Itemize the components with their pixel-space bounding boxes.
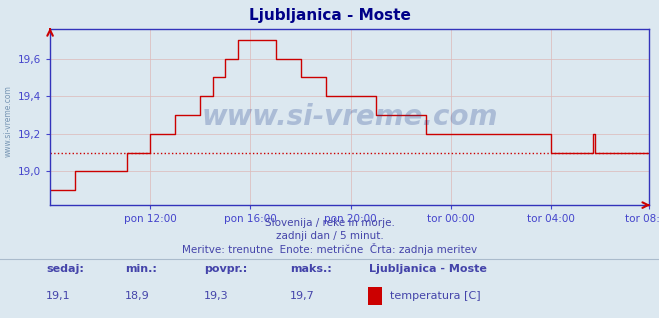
Text: povpr.:: povpr.: <box>204 264 248 274</box>
Text: zadnji dan / 5 minut.: zadnji dan / 5 minut. <box>275 231 384 240</box>
Text: Meritve: trenutne  Enote: metrične  Črta: zadnja meritev: Meritve: trenutne Enote: metrične Črta: … <box>182 243 477 255</box>
Text: maks.:: maks.: <box>290 264 331 274</box>
Text: www.si-vreme.com: www.si-vreme.com <box>3 85 13 157</box>
Text: temperatura [C]: temperatura [C] <box>390 291 481 301</box>
Text: Slovenija / reke in morje.: Slovenija / reke in morje. <box>264 218 395 228</box>
Text: Ljubljanica - Moste: Ljubljanica - Moste <box>369 264 487 274</box>
Text: min.:: min.: <box>125 264 157 274</box>
Text: sedaj:: sedaj: <box>46 264 84 274</box>
Text: 18,9: 18,9 <box>125 291 150 301</box>
Text: 19,7: 19,7 <box>290 291 315 301</box>
Text: 19,1: 19,1 <box>46 291 71 301</box>
Text: 19,3: 19,3 <box>204 291 229 301</box>
Text: www.si-vreme.com: www.si-vreme.com <box>202 103 498 131</box>
Text: Ljubljanica - Moste: Ljubljanica - Moste <box>248 8 411 23</box>
